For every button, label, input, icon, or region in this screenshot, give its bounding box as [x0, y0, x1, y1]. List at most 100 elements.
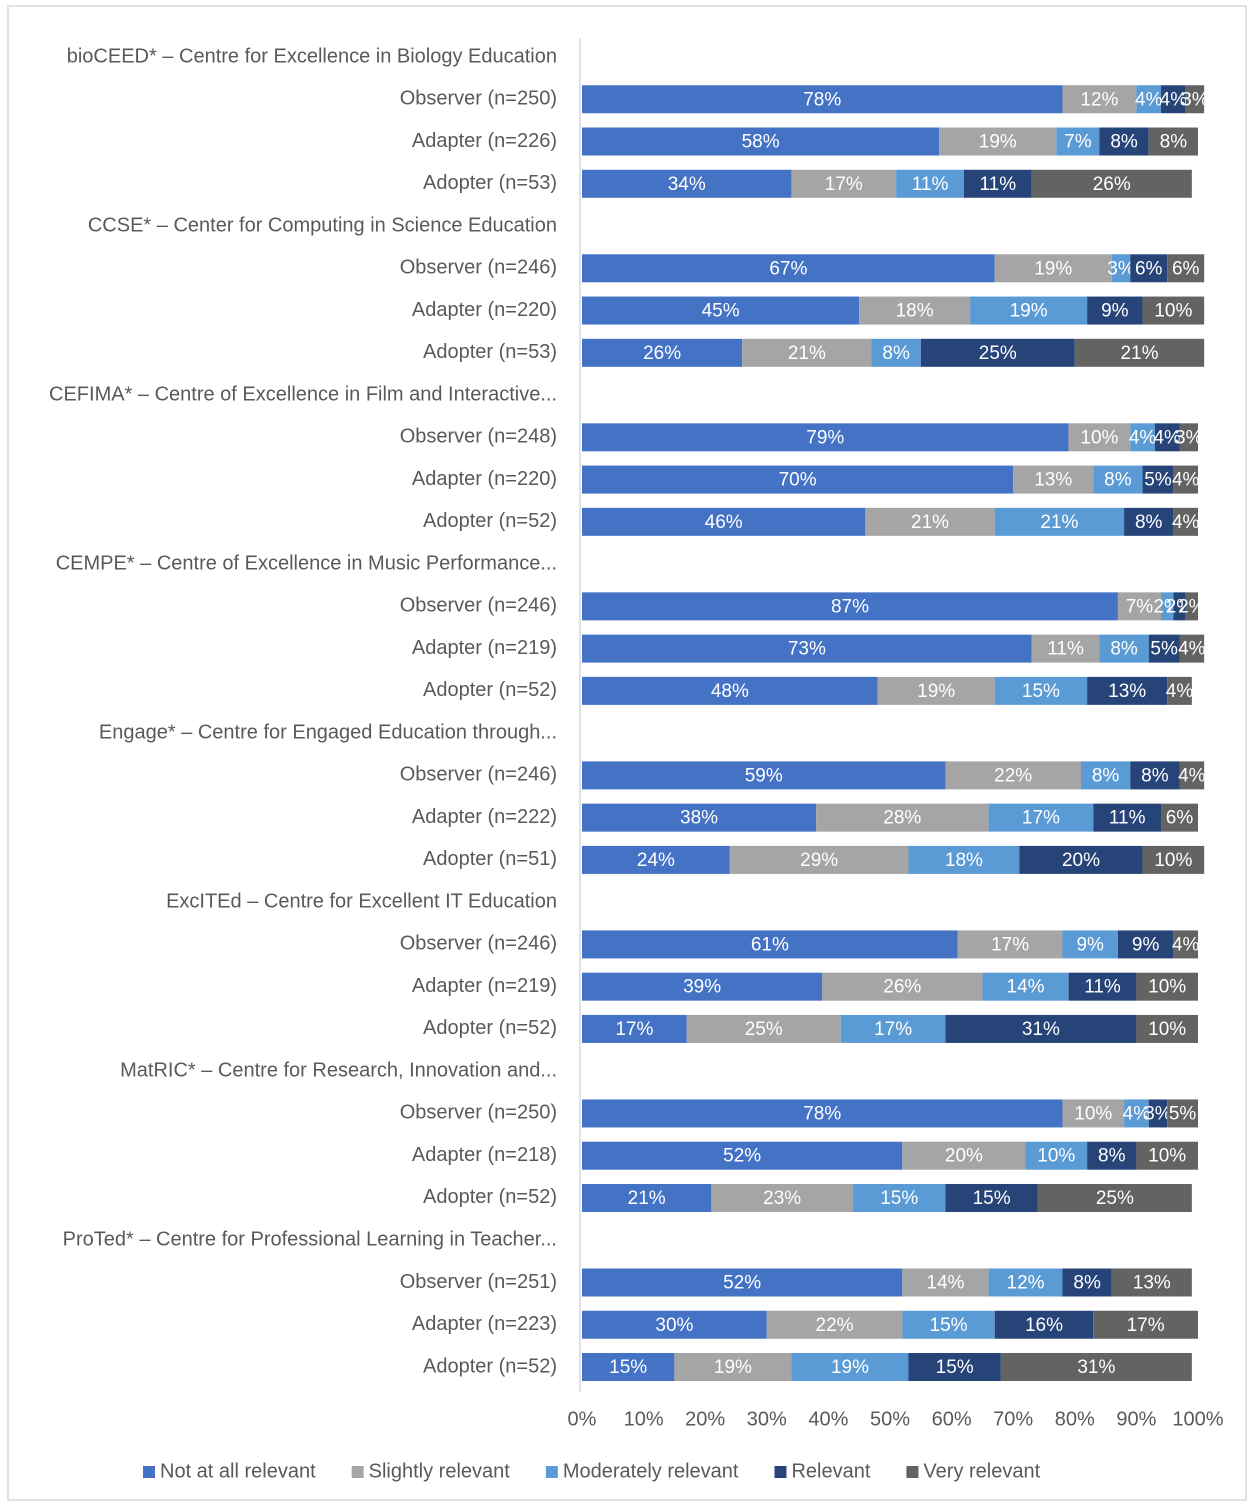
legend-swatch — [545, 1466, 558, 1478]
bar-segment — [582, 761, 946, 790]
bar-segment — [1154, 423, 1180, 452]
bar-segment — [871, 338, 921, 367]
bar-segment — [994, 676, 1088, 705]
legend-label: Slightly relevant — [369, 1460, 511, 1482]
bar-segment — [1062, 85, 1137, 114]
bar-segment — [582, 803, 817, 832]
bar-segment — [1142, 845, 1205, 874]
bar-segment — [994, 1310, 1094, 1339]
category-label: ProTed* – Centre for Professional Learni… — [63, 1229, 557, 1251]
data-label: 4% — [1178, 639, 1206, 660]
bar-segment — [582, 1141, 903, 1170]
bar-segment — [711, 1183, 854, 1212]
category-label: Adopter (n=52) — [423, 1186, 557, 1208]
data-label: 15% — [930, 1315, 968, 1336]
data-label: 19% — [1034, 258, 1072, 279]
bar-segment — [840, 1014, 946, 1043]
data-label: 15% — [936, 1357, 974, 1378]
bar-segment — [729, 845, 909, 874]
data-label: 4% — [1172, 470, 1200, 491]
bar-segment — [1167, 676, 1192, 705]
data-label: 31% — [1077, 1357, 1115, 1378]
data-label: 25% — [979, 343, 1017, 364]
x-tick-label: 0% — [568, 1408, 597, 1430]
legend-swatch — [906, 1466, 919, 1478]
category-label: bioCEED* – Centre for Excellence in Biol… — [67, 45, 557, 67]
data-label: 3% — [1175, 427, 1203, 448]
data-label: 12% — [1007, 1272, 1045, 1293]
data-label: 4% — [1129, 427, 1157, 448]
bar-segment — [1099, 634, 1149, 663]
bar-segment — [945, 1014, 1137, 1043]
bar-segment — [816, 803, 989, 832]
data-label: 21% — [911, 512, 949, 533]
bar-segment — [822, 972, 983, 1001]
data-label: 8% — [1073, 1272, 1101, 1293]
data-label: 7% — [1064, 132, 1092, 153]
category-label: Observer (n=246) — [400, 933, 557, 955]
data-label: 67% — [769, 258, 807, 279]
data-label: 6% — [1166, 808, 1194, 829]
data-label: 3% — [1181, 89, 1209, 110]
bar-segment — [970, 296, 1088, 325]
category-label: Observer (n=246) — [400, 257, 557, 279]
data-label: 4% — [1153, 427, 1181, 448]
legend-swatch — [351, 1466, 364, 1478]
data-label: 73% — [788, 639, 826, 660]
data-label: 30% — [655, 1315, 693, 1336]
data-label: 26% — [643, 343, 681, 364]
data-label: 45% — [702, 301, 740, 322]
data-label: 18% — [945, 850, 983, 871]
bar-segment — [1136, 972, 1198, 1001]
bar-segment — [1179, 634, 1205, 663]
data-label: 19% — [831, 1357, 869, 1378]
category-label: Adapter (n=226) — [412, 130, 557, 152]
data-label: 9% — [1132, 934, 1160, 955]
data-label: 8% — [882, 343, 910, 364]
data-label: 13% — [1108, 681, 1146, 702]
bar-segment — [1179, 761, 1205, 790]
bar-segment — [1136, 1014, 1198, 1043]
data-label: 17% — [874, 1019, 912, 1040]
bar-segment — [908, 1353, 1001, 1381]
bar-segment — [582, 592, 1118, 621]
data-label: 10% — [1037, 1146, 1075, 1167]
bar-segment — [865, 507, 995, 536]
bar-segment — [859, 296, 971, 325]
data-label: 3% — [1107, 258, 1135, 279]
bar-segment — [1161, 592, 1174, 621]
legend-label: Not at all relevant — [160, 1460, 316, 1482]
bar-segment — [1179, 423, 1198, 452]
data-label: 34% — [668, 174, 706, 195]
bar-segment — [1142, 296, 1205, 325]
bar-segment — [1068, 423, 1131, 452]
bar-segment — [582, 1353, 675, 1381]
bar-segment — [582, 1099, 1063, 1128]
category-label: Observer (n=246) — [400, 595, 557, 617]
data-label: 8% — [1092, 765, 1120, 786]
bar-segment — [1167, 1099, 1198, 1128]
bar-segment — [1173, 465, 1198, 494]
bar-segment — [1093, 1310, 1198, 1339]
data-label: 17% — [615, 1019, 653, 1040]
bar-segment — [1161, 85, 1186, 114]
data-label: 21% — [1040, 512, 1078, 533]
bar-segment — [896, 169, 964, 198]
bar-segment — [1093, 465, 1143, 494]
data-label: 70% — [779, 470, 817, 491]
category-label: Adopter (n=51) — [423, 848, 557, 870]
data-label: 8% — [1135, 512, 1163, 533]
data-label: 21% — [788, 343, 826, 364]
data-label: 59% — [745, 765, 783, 786]
data-label: 4% — [1172, 512, 1200, 533]
data-label: 17% — [1127, 1315, 1165, 1336]
data-label: 8% — [1104, 470, 1132, 491]
data-label: 17% — [1022, 808, 1060, 829]
data-label: 2% — [1178, 596, 1206, 617]
bar-segment — [791, 1353, 909, 1381]
category-label: Observer (n=250) — [400, 88, 557, 110]
bar-segment — [1080, 761, 1131, 790]
bar-segment — [1185, 592, 1198, 621]
data-label: 11% — [979, 174, 1016, 195]
